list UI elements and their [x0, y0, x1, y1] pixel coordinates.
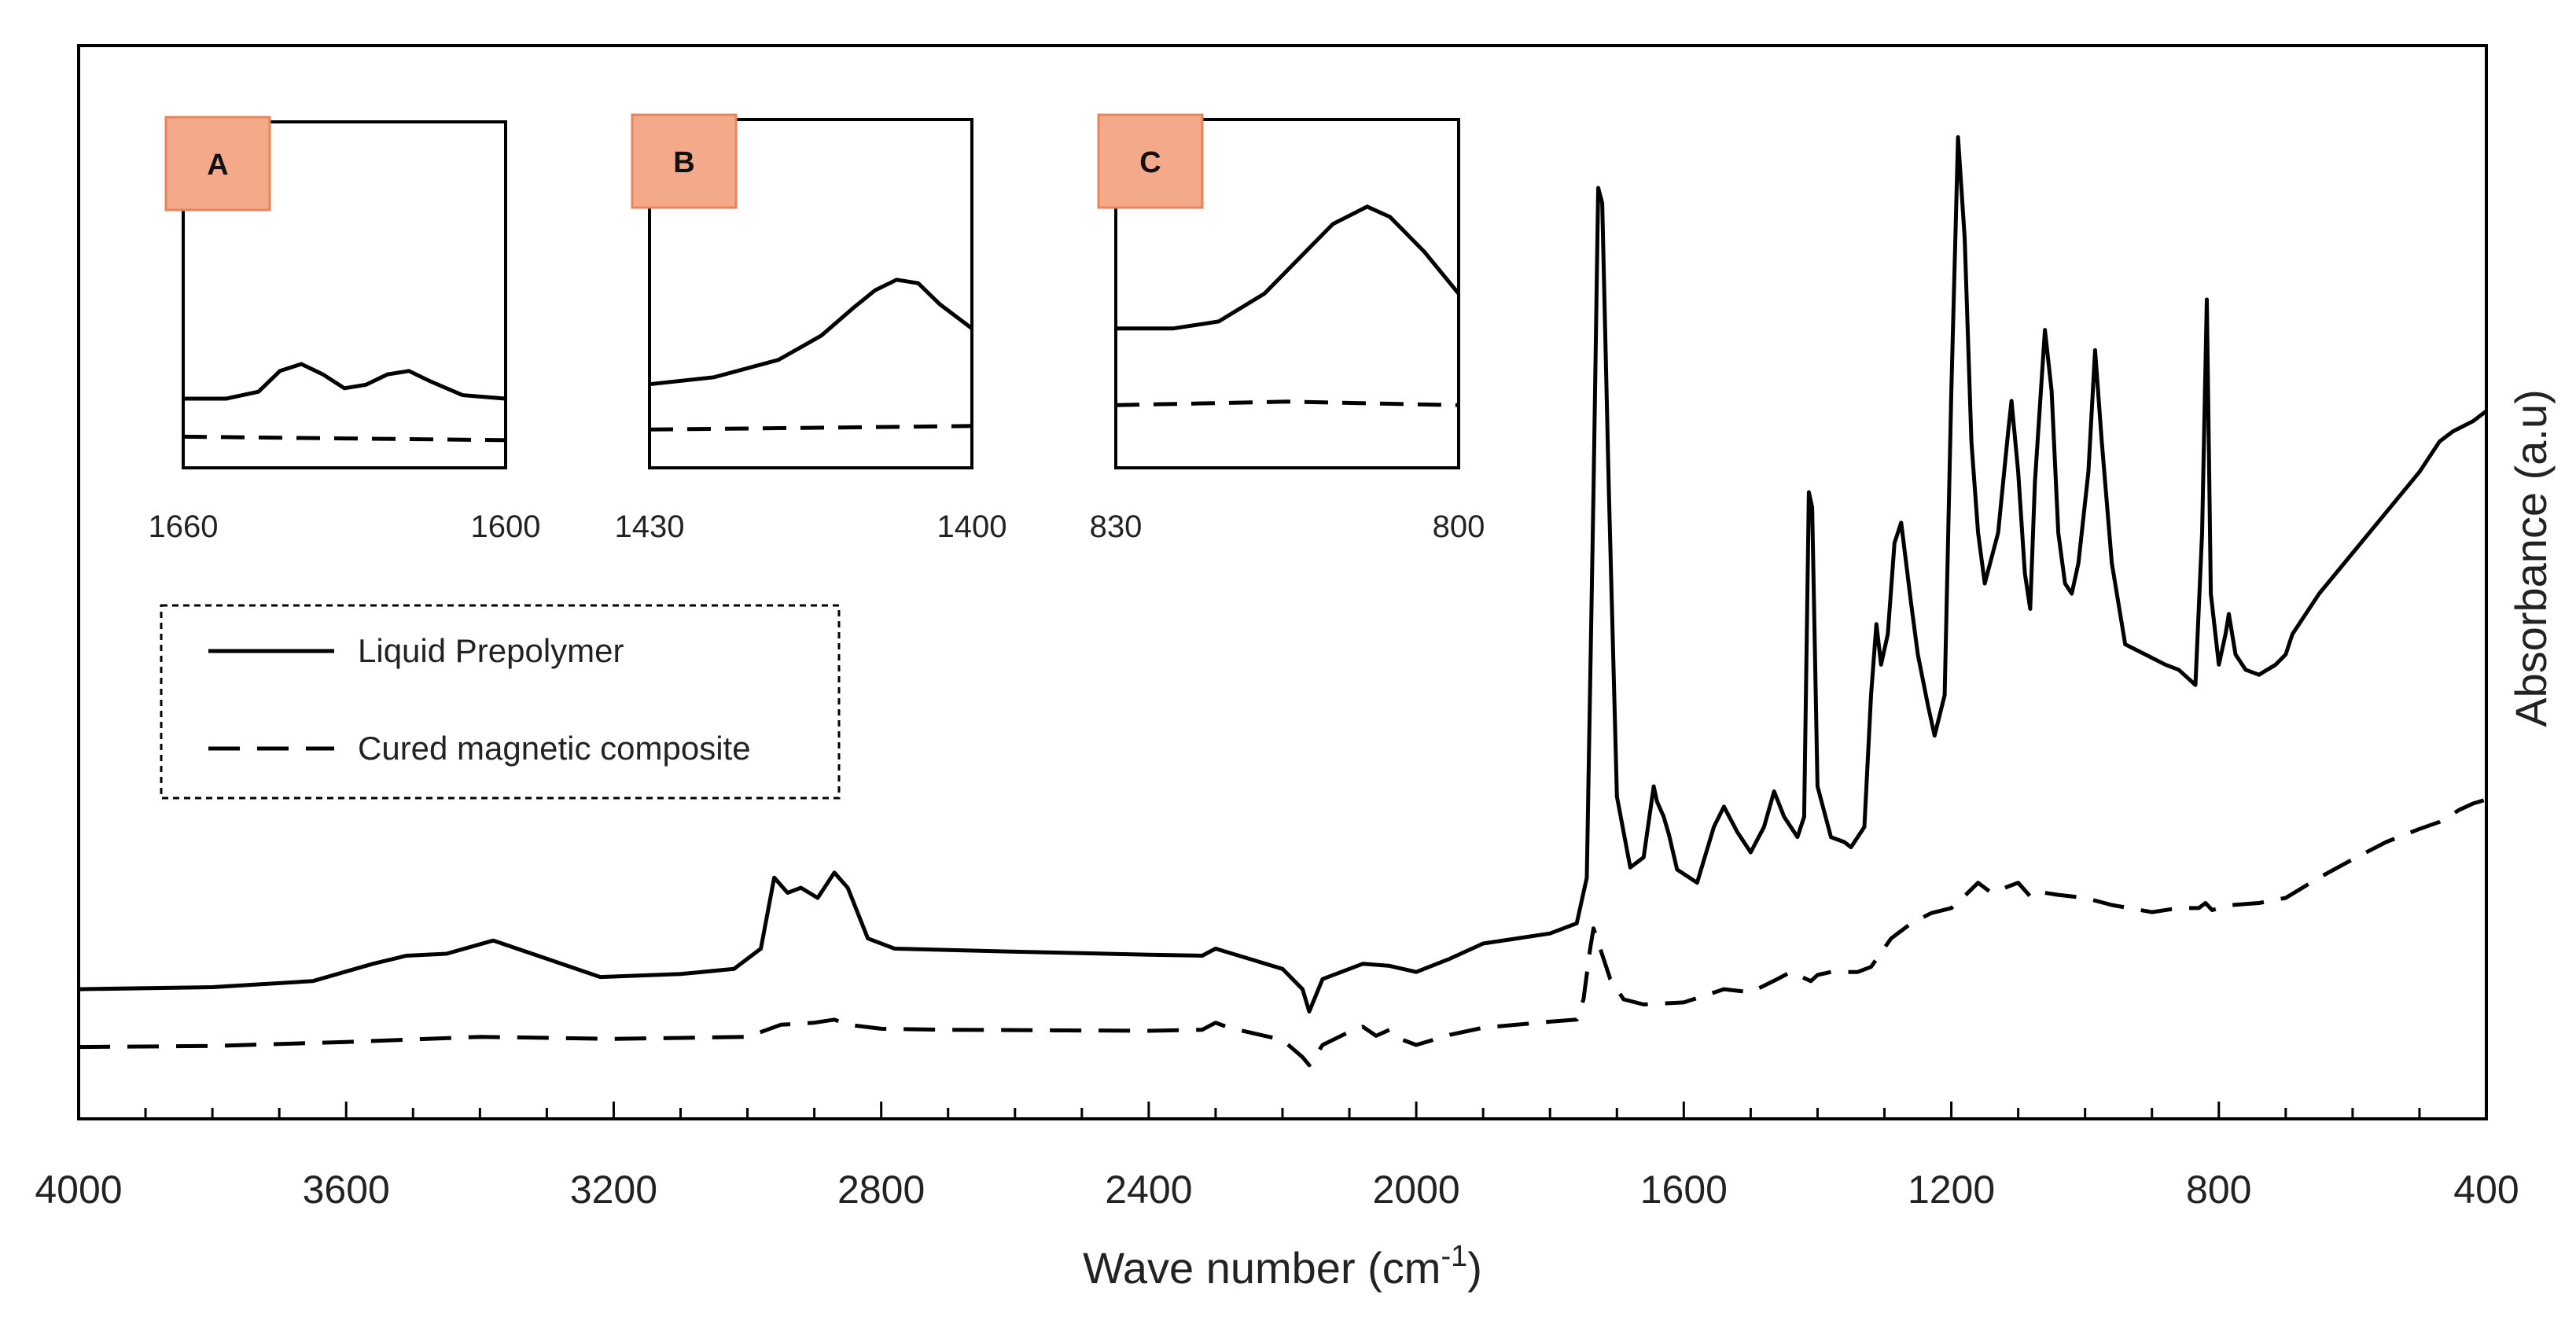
inset-tick-right: 1400 — [937, 510, 1007, 544]
x-tick-label: 3600 — [303, 1168, 390, 1212]
inset-tick-right: 800 — [1433, 510, 1485, 544]
inset-badge-label: C — [1139, 146, 1161, 179]
inset-badge — [164, 116, 271, 212]
inset-tick-left: 1660 — [149, 510, 219, 544]
legend-label-liquid-prepolymer: Liquid Prepolymer — [358, 632, 624, 669]
x-axis-title-main: Wave number (cm — [1083, 1243, 1441, 1293]
x-tick-label: 1600 — [1640, 1168, 1728, 1212]
x-axis-title-superscript: -1 — [1441, 1240, 1467, 1273]
x-tick-label: 2400 — [1105, 1168, 1192, 1212]
legend: Liquid Prepolymer Cured magnetic composi… — [160, 604, 841, 800]
x-tick-label: 1200 — [1908, 1168, 1995, 1212]
inset-dashed-line — [649, 424, 973, 432]
legend-label-cured-magnetic-composite: Cured magnetic composite — [358, 730, 751, 767]
inset-a: A 1660 1600 — [149, 116, 541, 544]
x-tick-label: 2800 — [837, 1168, 925, 1212]
inset-solid-line — [183, 362, 506, 401]
inset-dashed-line — [1115, 399, 1459, 407]
x-axis-ticks: 4000 3600 3200 2800 2400 2000 1600 1200 800 400 — [35, 1102, 2519, 1212]
inset-tick-left: 830 — [1090, 510, 1143, 544]
inset-badge — [1097, 113, 1204, 209]
y-axis-title: Absorbance (a.u) — [2506, 389, 2556, 727]
x-tick-label: 400 — [2453, 1168, 2519, 1212]
inset-badge-label: B — [673, 146, 694, 179]
inset-c: C 830 800 — [1090, 113, 1485, 544]
x-tick-label: 3200 — [570, 1168, 657, 1212]
inset-badge — [631, 113, 738, 209]
main-series — [78, 135, 2488, 1068]
inset-dashed-line — [182, 434, 506, 443]
inset-b: B 1430 1400 — [615, 113, 1007, 544]
inset-tick-right: 1600 — [471, 510, 541, 544]
series-liquid-prepolymer — [78, 135, 2488, 1014]
insets: A 1660 1600 B 1430 1400 C 830 800 — [149, 113, 1485, 544]
inset-badge-label: A — [207, 149, 228, 182]
x-axis-title: Wave number (cm-1) — [1083, 1240, 1482, 1293]
inset-solid-line — [649, 278, 973, 387]
x-tick-label: 2000 — [1372, 1168, 1459, 1212]
x-axis-title-close: ) — [1467, 1243, 1482, 1293]
series-cured-magnetic-composite — [78, 797, 2487, 1068]
x-tick-label: 800 — [2186, 1168, 2251, 1212]
legend-box — [160, 604, 841, 800]
x-tick-label: 4000 — [35, 1168, 122, 1212]
inset-solid-line — [1116, 204, 1460, 331]
inset-tick-left: 1430 — [615, 510, 685, 544]
